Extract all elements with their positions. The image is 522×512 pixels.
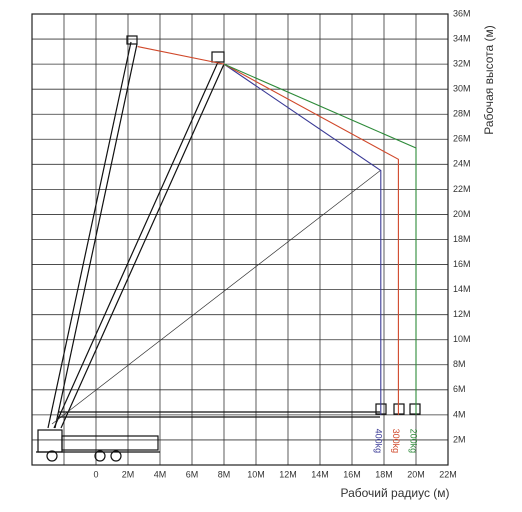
x-tick-label: 8M [218, 469, 231, 479]
y-tick-label: 28M [453, 109, 471, 119]
x-tick-label: 10M [247, 469, 265, 479]
y-tick-label: 36M [453, 8, 471, 18]
x-tick-label: 6M [186, 469, 199, 479]
y-tick-label: 10M [453, 334, 471, 344]
y-tick-label: 24M [453, 159, 471, 169]
grid [32, 13, 449, 465]
series-label: 300kg [391, 429, 401, 454]
x-tick-label: 20M [407, 469, 425, 479]
series-label: 200kg [409, 429, 419, 454]
y-tick-label: 12M [453, 309, 471, 319]
y-tick-label: 34M [453, 33, 471, 43]
machine [36, 35, 421, 462]
x-tick-label: 22M [439, 469, 457, 479]
y-tick-label: 32M [453, 58, 471, 68]
x-tick-label: 14M [311, 469, 329, 479]
x-tick-label: 18M [375, 469, 393, 479]
series-line [223, 63, 417, 415]
y-axis-title: Рабочая высота (м) [482, 25, 496, 134]
y-tick-label: 6M [453, 384, 466, 394]
y-tick-label: 8M [453, 359, 466, 369]
x-tick-label: 2M [122, 469, 135, 479]
x-axis-title: Рабочий радиус (м) [340, 486, 449, 500]
y-tick-label: 2M [453, 434, 466, 444]
y-tick-label: 18M [453, 234, 471, 244]
y-tick-label: 20M [453, 209, 471, 219]
x-tick-label: 4M [154, 469, 167, 479]
series-label: 400kg [373, 429, 383, 454]
series-line [137, 46, 399, 415]
plot-frame [31, 13, 449, 466]
x-tick-label: 0 [93, 469, 98, 479]
series-group: 400kg 300kg 200kg [137, 46, 419, 454]
x-tick-label: 16M [343, 469, 361, 479]
y-tick-label: 14M [453, 284, 471, 294]
y-tick-label: 30M [453, 84, 471, 94]
series-line [223, 63, 382, 415]
x-tick-label: 12M [279, 469, 297, 479]
y-tick-label: 26M [453, 134, 471, 144]
y-tick-label: 4M [453, 409, 466, 419]
y-tick-label: 16M [453, 259, 471, 269]
y-tick-label: 22M [453, 184, 471, 194]
